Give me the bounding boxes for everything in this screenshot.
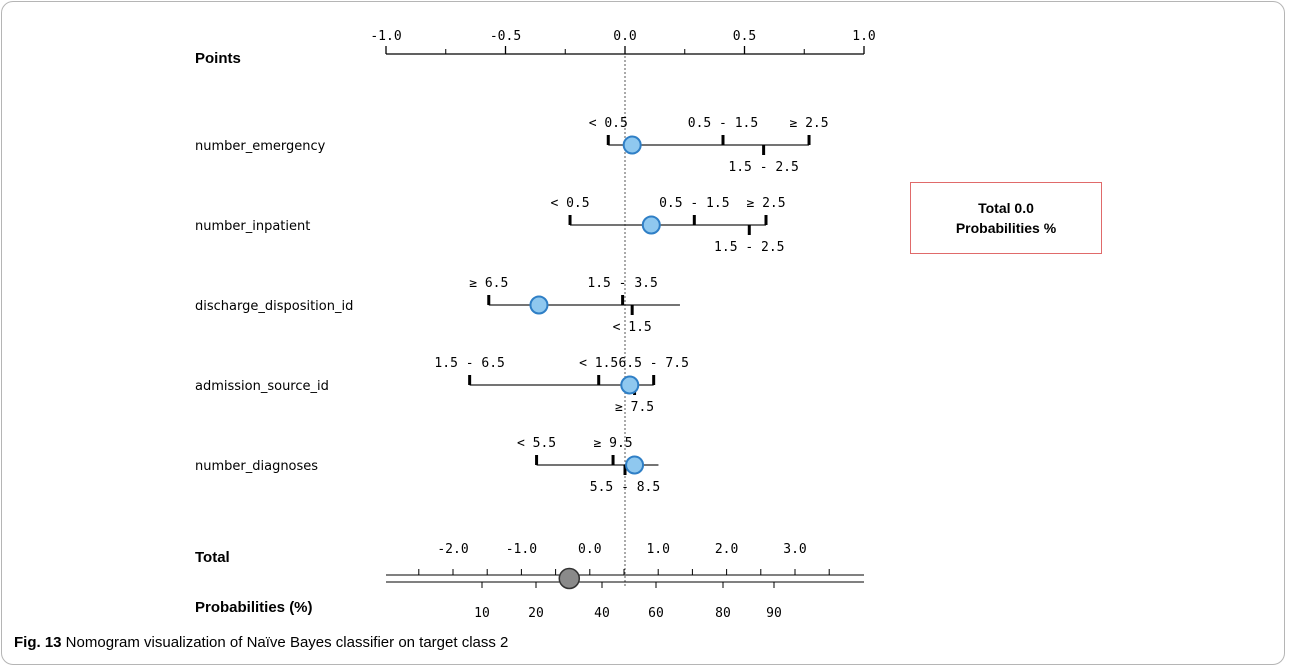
points-tick-label: 1.0	[852, 29, 875, 44]
total-tick-label: -2.0	[437, 542, 468, 557]
category-label: 5.5 - 8.5	[590, 480, 660, 495]
category-label: ≥ 6.5	[469, 276, 508, 291]
category-label: < 0.5	[589, 116, 628, 131]
points-axis-label: Points	[195, 50, 241, 67]
category-label: < 5.5	[517, 436, 556, 451]
caption-label: Fig. 13	[14, 634, 62, 651]
category-label: 1.5 - 6.5	[434, 356, 504, 371]
total-tick-label: 2.0	[715, 542, 738, 557]
variable-value-marker	[620, 375, 640, 395]
category-label: < 0.5	[550, 196, 589, 211]
probability-tick-label: 90	[766, 606, 782, 621]
variable-value-marker	[625, 455, 645, 475]
variable-value-marker	[641, 215, 661, 235]
total-tick-label: -1.0	[506, 542, 537, 557]
category-label: 6.5 - 7.5	[618, 356, 688, 371]
probability-tick-label: 10	[474, 606, 490, 621]
probability-tick-label: 20	[528, 606, 544, 621]
category-label: ≥ 7.5	[615, 400, 654, 415]
category-label: ≥ 2.5	[746, 196, 785, 211]
category-label: ≥ 9.5	[593, 436, 632, 451]
category-label: 0.5 - 1.5	[688, 116, 758, 131]
probability-tick-label: 80	[715, 606, 731, 621]
category-label: < 1.5	[579, 356, 618, 371]
category-label: ≥ 2.5	[789, 116, 828, 131]
variable-label: number_diagnoses	[195, 459, 318, 474]
total-axis-label: Total	[195, 549, 230, 566]
total-tick-label: 3.0	[783, 542, 806, 557]
variable-label: admission_source_id	[195, 379, 329, 394]
caption-text: Nomogram visualization of Naïve Bayes cl…	[61, 634, 509, 651]
points-tick-label: 0.5	[733, 29, 756, 44]
variable-label: number_emergency	[195, 139, 326, 154]
variable-label: number_inpatient	[195, 219, 310, 234]
variable-value-marker	[622, 135, 642, 155]
points-tick-label: -0.5	[490, 29, 521, 44]
total-value: Total 0.0	[978, 200, 1034, 216]
points-tick-label: 0.0	[613, 29, 636, 44]
category-label: 1.5 - 3.5	[587, 276, 657, 291]
category-label: 1.5 - 2.5	[714, 240, 784, 255]
probability-tick-label: 40	[594, 606, 610, 621]
category-label: 0.5 - 1.5	[659, 196, 729, 211]
variable-label: discharge_disposition_id	[195, 299, 353, 314]
total-box: Total 0.0 Probabilities %	[910, 182, 1102, 254]
total-tick-label: 0.0	[578, 542, 601, 557]
variable-value-marker	[529, 295, 549, 315]
probability-tick-label: 60	[648, 606, 664, 621]
probabilities-label: Probabilities %	[955, 220, 1057, 236]
category-label: < 1.5	[613, 320, 652, 335]
category-label: 1.5 - 2.5	[728, 160, 798, 175]
total-tick-label: 1.0	[646, 542, 669, 557]
total-value-marker	[558, 567, 581, 590]
figure-caption: Fig. 13 Nomogram visualization of Naïve …	[14, 634, 508, 651]
points-tick-label: -1.0	[370, 29, 401, 44]
probability-axis-label: Probabilities (%)	[195, 599, 313, 616]
